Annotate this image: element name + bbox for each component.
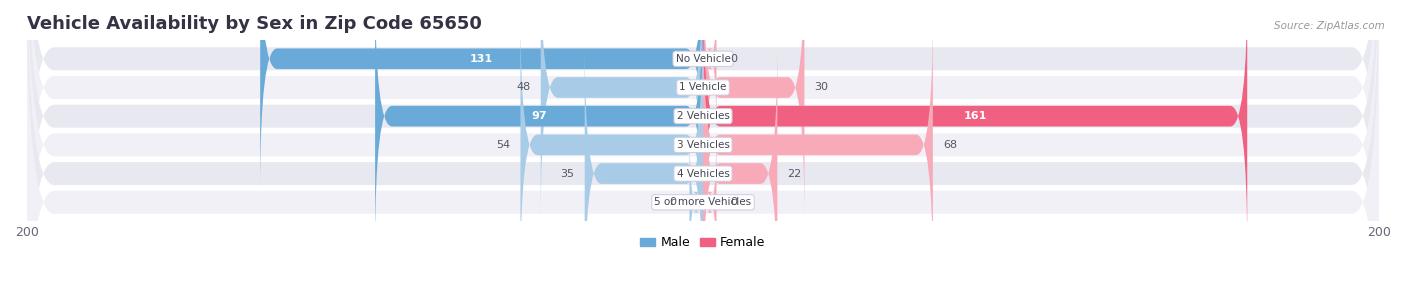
Text: 0: 0 [669, 197, 676, 207]
FancyBboxPatch shape [260, 0, 703, 192]
FancyBboxPatch shape [703, 0, 804, 221]
FancyBboxPatch shape [27, 0, 1379, 306]
FancyBboxPatch shape [703, 12, 932, 278]
FancyBboxPatch shape [703, 126, 717, 278]
FancyBboxPatch shape [585, 40, 703, 306]
Text: 2 Vehicles: 2 Vehicles [676, 111, 730, 121]
Text: 22: 22 [787, 169, 801, 179]
FancyBboxPatch shape [27, 0, 1379, 306]
Text: 97: 97 [531, 111, 547, 121]
FancyBboxPatch shape [27, 0, 1379, 306]
Text: 0: 0 [730, 54, 737, 64]
Text: Vehicle Availability by Sex in Zip Code 65650: Vehicle Availability by Sex in Zip Code … [27, 15, 482, 33]
Text: 161: 161 [963, 111, 987, 121]
FancyBboxPatch shape [27, 0, 1379, 306]
Text: 30: 30 [814, 83, 828, 92]
FancyBboxPatch shape [703, 0, 1247, 249]
Text: 131: 131 [470, 54, 494, 64]
Text: 5 or more Vehicles: 5 or more Vehicles [654, 197, 752, 207]
Text: 1 Vehicle: 1 Vehicle [679, 83, 727, 92]
FancyBboxPatch shape [703, 40, 778, 306]
Text: 3 Vehicles: 3 Vehicles [676, 140, 730, 150]
FancyBboxPatch shape [27, 0, 1379, 277]
FancyBboxPatch shape [27, 0, 1379, 306]
Text: 54: 54 [496, 140, 510, 150]
FancyBboxPatch shape [541, 0, 703, 221]
Text: 35: 35 [561, 169, 575, 179]
FancyBboxPatch shape [703, 0, 717, 135]
Text: 0: 0 [730, 197, 737, 207]
Text: Source: ZipAtlas.com: Source: ZipAtlas.com [1274, 21, 1385, 32]
Text: No Vehicle: No Vehicle [675, 54, 731, 64]
FancyBboxPatch shape [689, 126, 703, 278]
Text: 4 Vehicles: 4 Vehicles [676, 169, 730, 179]
FancyBboxPatch shape [375, 0, 703, 249]
Legend: Male, Female: Male, Female [636, 231, 770, 255]
Text: 68: 68 [943, 140, 957, 150]
Text: 48: 48 [516, 83, 530, 92]
FancyBboxPatch shape [520, 12, 703, 278]
